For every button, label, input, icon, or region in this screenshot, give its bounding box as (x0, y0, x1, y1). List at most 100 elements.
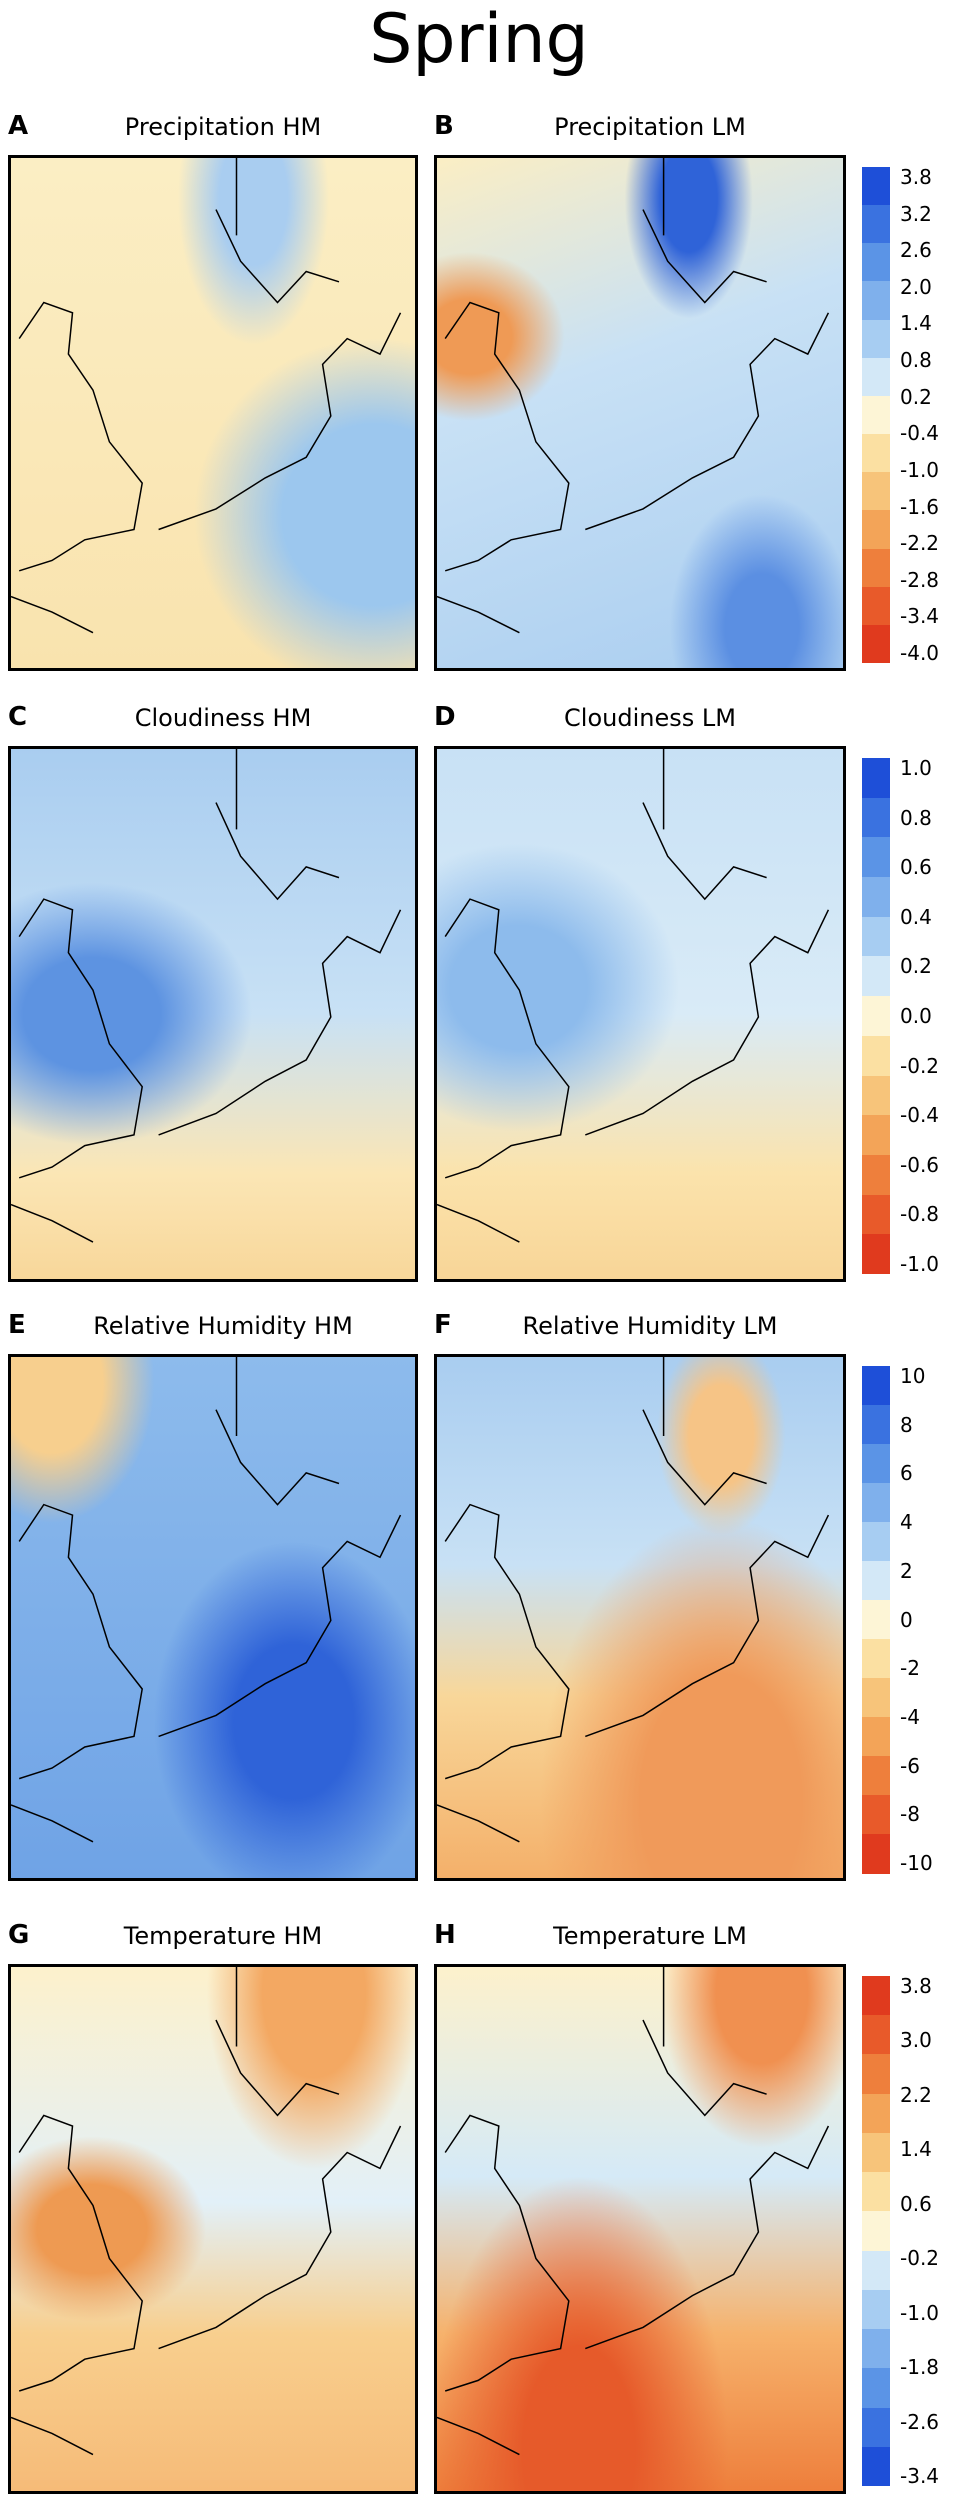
map (8, 746, 418, 1282)
map (8, 155, 418, 671)
colorbar-band (862, 395, 890, 435)
colorbar-label: -1.8 (900, 2355, 940, 2380)
colorbar-band (862, 1678, 890, 1718)
colorbar-band (862, 1035, 890, 1077)
colorbar-band (862, 1405, 890, 1445)
colorbar-band (862, 586, 890, 626)
colorbar-band (862, 1154, 890, 1196)
colorbar-band (862, 1115, 890, 1156)
colorbar-band (862, 434, 890, 473)
colorbar-band (862, 2368, 890, 2409)
colorbar-label: -10 (900, 1851, 933, 1875)
colorbar-label: 0.8 (900, 348, 932, 373)
colorbar-label: 0.4 (900, 904, 932, 929)
colorbar-label: 0.6 (900, 855, 932, 880)
colorbar-label: -0.8 (900, 1202, 940, 1227)
colorbar-label: 3.8 (900, 165, 932, 189)
colorbar-label: 0 (900, 1607, 913, 1632)
coastline (11, 1357, 402, 1843)
colorbar-label: 0.0 (900, 1004, 932, 1028)
colorbar-band (862, 1234, 890, 1275)
colorbar-band (862, 548, 890, 588)
colorbar-label: 3.0 (900, 2028, 932, 2053)
coastline (437, 158, 830, 634)
colorbar-band (862, 2093, 890, 2134)
colorbar-label: 3.8 (900, 1974, 932, 1998)
map (434, 746, 846, 1282)
colorbar-band (862, 2289, 890, 2330)
colorbar-band (862, 2407, 890, 2448)
colorbar-band (862, 1522, 890, 1562)
colorbar-band (862, 2211, 890, 2252)
colorbar-label: 0.2 (900, 954, 932, 979)
colorbar-band (862, 2250, 890, 2291)
map (8, 1964, 418, 2494)
colorbar-band (862, 167, 890, 206)
colorbar-label: 4 (900, 1510, 913, 1535)
colorbar-label: -0.2 (900, 2246, 940, 2271)
colorbar-band (862, 1561, 890, 1601)
colorbar-band (862, 1075, 890, 1116)
colorbar-band (862, 357, 890, 397)
panel-letter: A (8, 111, 29, 141)
panel-letter: H (434, 1920, 456, 1950)
coastline (11, 1967, 402, 2456)
colorbar-band (862, 1834, 890, 1874)
colorbar-band (862, 1976, 890, 2016)
colorbar-band (862, 624, 890, 664)
colorbar-band (862, 996, 890, 1037)
colorbar-band (862, 1194, 890, 1235)
colorbar-label: -2.2 (900, 531, 940, 556)
panel-letter: E (8, 1310, 26, 1340)
panel-letter: F (434, 1310, 452, 1340)
colorbar-band (862, 472, 890, 511)
coastline (437, 1967, 830, 2456)
colorbar-label: -1.0 (900, 2300, 940, 2325)
colorbar-band (862, 1483, 890, 1523)
colorbar-label: 0.2 (900, 384, 932, 409)
panel-title: Temperature LM (553, 1922, 747, 1950)
colorbar-label: -0.4 (900, 421, 940, 446)
colorbar-label: 1.4 (900, 311, 932, 336)
colorbar-band (862, 1600, 890, 1640)
colorbar-label: -4.0 (900, 641, 940, 665)
colorbar-band (862, 2446, 890, 2487)
colorbar-label: -0.2 (900, 1053, 940, 1078)
colorbar-band (862, 2054, 890, 2095)
coastline (11, 158, 402, 634)
coastline (437, 1357, 830, 1843)
panel-letter: C (8, 702, 28, 732)
colorbar-band (862, 877, 890, 918)
colorbar-band (862, 797, 890, 838)
colorbar-band (862, 2015, 890, 2055)
colorbar-label: 10 (900, 1364, 926, 1388)
panel-title: Precipitation HM (124, 113, 322, 141)
colorbar-label: -1.6 (900, 494, 940, 519)
colorbar-label: 2.0 (900, 274, 932, 299)
colorbar-label: 2.6 (900, 238, 932, 263)
colorbar-label: 0.8 (900, 805, 932, 830)
colorbar-label: -3.4 (900, 2464, 940, 2488)
colorbar-band (862, 281, 890, 321)
colorbar-label: 3.2 (900, 201, 932, 226)
figure-title: Spring (369, 0, 589, 79)
colorbar-label: -0.4 (900, 1103, 940, 1128)
colorbar-label: 1.0 (900, 756, 932, 780)
coastline (437, 749, 830, 1243)
colorbar-label: 0.6 (900, 2191, 932, 2216)
colorbar-label: -6 (900, 1753, 920, 1778)
colorbar-band (862, 1444, 890, 1484)
panel-title: Precipitation LM (554, 113, 746, 141)
panel-letter: B (434, 111, 454, 141)
colorbar-band (862, 956, 890, 997)
colorbar-band (862, 510, 890, 550)
colorbar-band (862, 243, 890, 282)
map (434, 155, 846, 671)
colorbar-band (862, 2132, 890, 2173)
map (8, 1354, 418, 1881)
panel-title: Relative Humidity LM (522, 1312, 778, 1340)
colorbar-band (862, 1639, 890, 1679)
colorbar-band (862, 205, 890, 244)
colorbar-label: -1.0 (900, 1252, 940, 1276)
map (434, 1354, 846, 1881)
